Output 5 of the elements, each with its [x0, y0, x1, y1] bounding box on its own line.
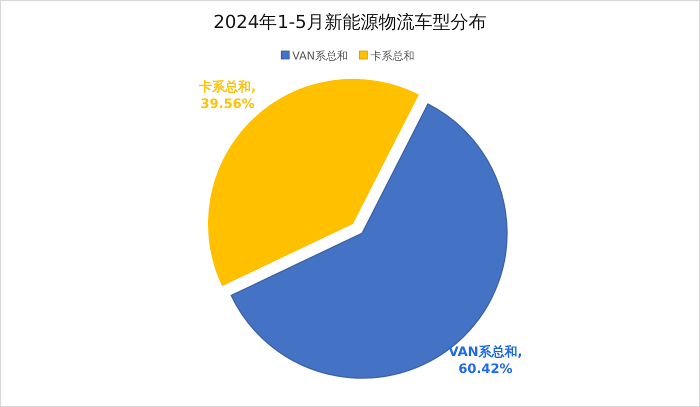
data-label: 卡系总和, 39.56%	[198, 78, 256, 112]
chart-title: 2024年1-5月新能源物流车型分布	[213, 12, 487, 33]
data-label: VAN系总和, 60.42%	[448, 344, 522, 377]
legend-label: VAN系总和	[292, 50, 348, 62]
legend-label: 卡系总和	[370, 50, 414, 62]
